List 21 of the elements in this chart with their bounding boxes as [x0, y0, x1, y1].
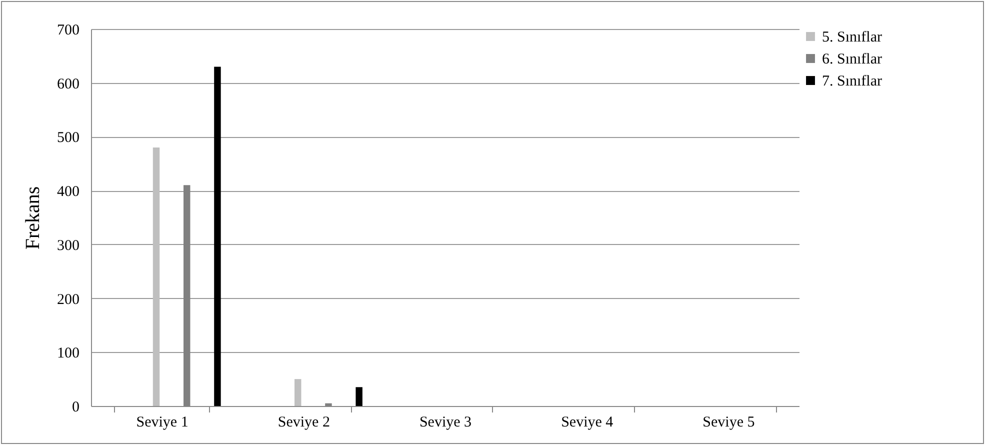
x-tick-label: Seviye 1: [136, 414, 188, 430]
y-tick-label: 300: [57, 238, 80, 254]
y-tick-label: 0: [72, 400, 80, 416]
legend-label: 6. Sınıflar: [822, 52, 882, 68]
y-tick-label: 100: [57, 346, 80, 362]
y-tick-label: 400: [57, 184, 80, 200]
y-axis-title: Frekans: [22, 186, 44, 250]
x-tick-label: Seviye 4: [561, 414, 614, 430]
bar: [356, 387, 362, 406]
x-tick-label: Seviye 3: [419, 414, 472, 430]
x-tick-label: Seviye 2: [278, 414, 330, 430]
y-tick-label: 600: [57, 76, 80, 92]
y-tick-label: 500: [57, 130, 80, 146]
bar: [152, 147, 160, 406]
legend-label: 5. Sınıflar: [822, 30, 882, 46]
legend-label: 7. Sınıflar: [822, 74, 882, 90]
bar: [214, 66, 221, 406]
y-tick-label: 700: [57, 22, 80, 38]
y-tick-label: 200: [57, 292, 80, 308]
x-tick-label: Seviye 5: [702, 414, 755, 430]
bar: [294, 379, 302, 406]
